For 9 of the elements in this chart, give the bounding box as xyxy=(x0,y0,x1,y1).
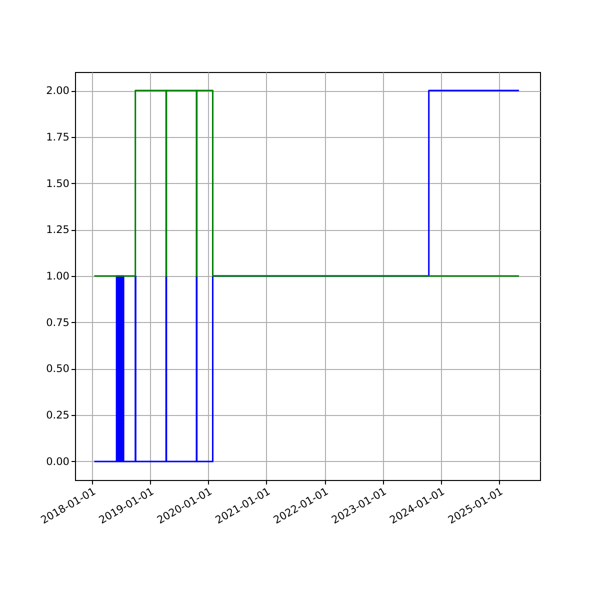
y-tick-label: 0.50 xyxy=(46,363,70,376)
y-tick-label: 1.50 xyxy=(46,178,70,190)
y-tick-label: 0.25 xyxy=(46,410,70,422)
y-tick-label: 1.25 xyxy=(46,224,70,236)
y-tick-label: 0.00 xyxy=(46,456,70,468)
y-tick-label: 1.00 xyxy=(46,270,70,282)
y-tick-label: 2.00 xyxy=(46,85,70,98)
y-tick-label: 1.75 xyxy=(46,131,70,144)
y-tick-label: 0.75 xyxy=(46,316,70,329)
